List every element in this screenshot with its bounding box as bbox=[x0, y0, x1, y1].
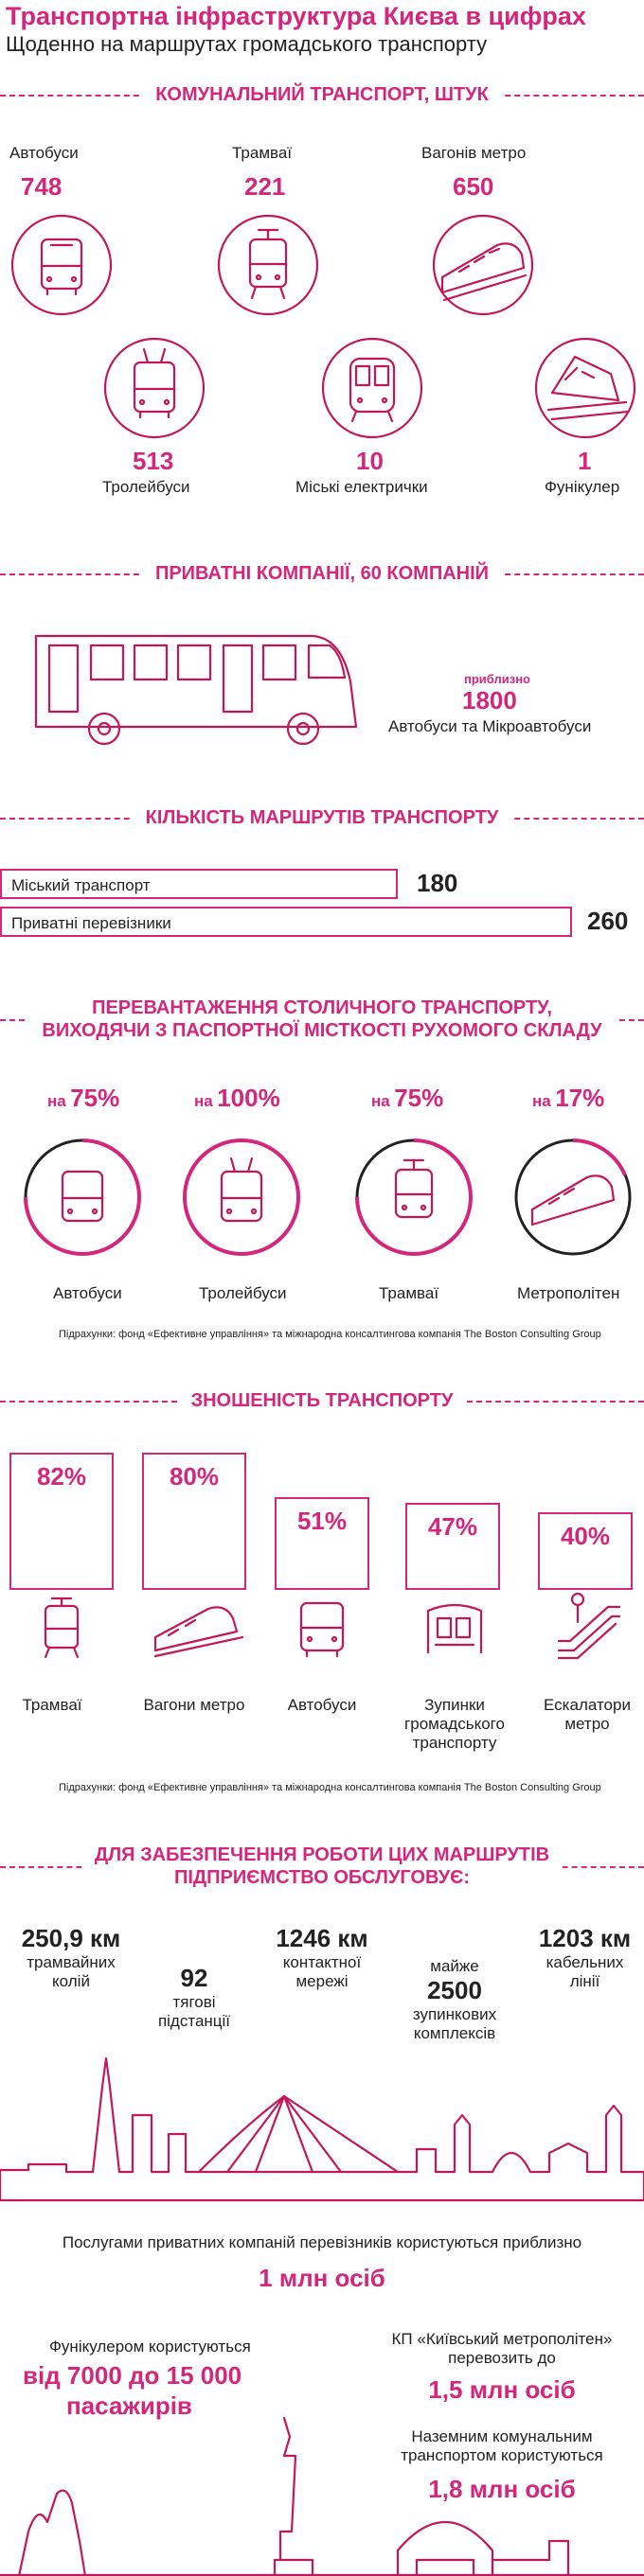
wear-source: Підрахунки: фонд «Ефективне управління» … bbox=[59, 1782, 601, 1793]
stat-contact-network: 1246 км контактної мережі bbox=[276, 1924, 368, 1990]
routes-city-value: 180 bbox=[417, 869, 458, 897]
metro-train-icon bbox=[432, 214, 534, 316]
kyiv-skyline-illustration bbox=[0, 2056, 644, 2202]
wear-col-tram: 82% bbox=[9, 1453, 114, 1590]
overload-bus-pct: на 75% bbox=[47, 1084, 120, 1112]
stat-substations: 92 тягові підстанції bbox=[157, 1964, 231, 2030]
overload-trolleybus-icon bbox=[183, 1138, 300, 1256]
wear-stop-icon bbox=[426, 1603, 483, 1654]
wear-col-bus: 51% bbox=[275, 1497, 369, 1590]
wear-stops-label: Зупинки громадського транспорту bbox=[404, 1696, 505, 1752]
wear-escalator-icon bbox=[557, 1592, 621, 1660]
wear-tram-label: Трамваї bbox=[22, 1696, 82, 1714]
routes-bar-private: Приватні перевізники bbox=[0, 907, 572, 937]
wear-metro-icon bbox=[153, 1606, 244, 1658]
minibus-icon bbox=[34, 634, 358, 746]
tram-value: 221 bbox=[244, 172, 286, 201]
overload-trolleybus-pct: на 100% bbox=[194, 1084, 280, 1112]
metro-users-text: КП «Київський метрополітен» перевозить до bbox=[391, 2330, 613, 2367]
trolleybus-value: 513 bbox=[133, 447, 174, 475]
funicular-icon bbox=[534, 337, 636, 439]
private-buses-label: Автобуси та Мікроавтобуси bbox=[388, 717, 592, 735]
wear-metro-label: Вагони метро bbox=[143, 1696, 245, 1714]
trolleybus-icon bbox=[103, 337, 206, 439]
overload-tram-pct: на 75% bbox=[371, 1084, 444, 1112]
section-wear-heading: ЗНОШЕНІСТЬ ТРАНСПОРТУ bbox=[0, 1389, 644, 1412]
section-private-heading: ПРИВАТНІ КОМПАНІЇ, 60 КОМПАНІЙ bbox=[0, 562, 644, 585]
stat-stop-complexes: майже 2500 зупинкових комплексів bbox=[412, 1957, 497, 2042]
private-users-text: Послугами приватних компаній перевізникі… bbox=[62, 2233, 582, 2251]
funicular-label: Фунікулер bbox=[545, 478, 620, 496]
city-train-label: Міські електрички bbox=[295, 478, 428, 496]
stat-tram-tracks: 250,9 км трамвайних колій bbox=[21, 1924, 121, 1990]
wear-escalators-label: Ескалатори метро bbox=[544, 1696, 631, 1733]
metro-cars-value: 650 bbox=[453, 172, 494, 201]
overload-source: Підрахунки: фонд «Ефективне управління» … bbox=[59, 1329, 601, 1340]
bus-value: 748 bbox=[21, 172, 63, 201]
funicular-users-value: від 7000 до 15 000 bbox=[23, 2361, 242, 2390]
metro-users-value: 1,5 млн осіб bbox=[428, 2375, 576, 2404]
overload-bus-icon bbox=[24, 1138, 141, 1256]
funicular-value: 1 bbox=[578, 447, 592, 475]
wear-col-stops: 47% bbox=[405, 1503, 500, 1590]
tram-label: Трамваї bbox=[232, 144, 293, 162]
section-infra-heading: ДЛЯ ЗАБЕЗПЕЧЕННЯ РОБОТИ ЦИХ МАРШРУТІВ ПІД… bbox=[0, 1844, 644, 1889]
overload-metro-icon bbox=[514, 1138, 632, 1256]
stat-cable-lines: 1203 км кабельних лінії bbox=[538, 1924, 632, 1990]
overload-metro-label: Метрополітен bbox=[517, 1284, 620, 1302]
overload-bus-label: Автобуси bbox=[53, 1284, 122, 1302]
monuments-illustration bbox=[0, 2416, 644, 2576]
ground-users-value: 1,8 млн осіб bbox=[428, 2475, 576, 2503]
page-subtitle: Щоденно на маршрутах громадського трансп… bbox=[6, 32, 488, 56]
private-users-value: 1 млн осіб bbox=[259, 2264, 385, 2292]
section-routes-heading: КІЛЬКІСТЬ МАРШРУТІВ ТРАНСПОРТУ bbox=[0, 806, 644, 829]
wear-bus-label: Автобуси bbox=[287, 1696, 357, 1714]
private-buses-value: 1800 bbox=[462, 686, 517, 715]
approx-label: приблизно bbox=[464, 672, 530, 686]
routes-bar-city: Міський транспорт bbox=[0, 869, 398, 899]
routes-private-value: 260 bbox=[587, 907, 629, 935]
city-train-value: 10 bbox=[356, 447, 384, 475]
funicular-users-value-2: пасажирів bbox=[66, 2391, 192, 2420]
ground-users-text: Наземним комунальним транспортом користую… bbox=[401, 2427, 603, 2464]
section-overload-heading: ПЕРЕВАНТАЖЕННЯ СТОЛИЧНОГО ТРАНСПОРТУ, ВИХ… bbox=[0, 997, 644, 1042]
wear-col-metro: 80% bbox=[142, 1453, 246, 1590]
overload-metro-pct: на 17% bbox=[532, 1084, 605, 1112]
wear-col-escalators: 40% bbox=[538, 1512, 633, 1590]
bus-label: Автобуси bbox=[9, 144, 79, 162]
city-train-icon bbox=[321, 337, 423, 439]
overload-trolleybus-label: Тролейбуси bbox=[199, 1284, 287, 1302]
metro-cars-label: Вагонів метро bbox=[421, 144, 527, 162]
section-municipal-heading: КОМУНАЛЬНИЙ ТРАНСПОРТ, ШТУК bbox=[0, 83, 644, 106]
page-title: Транспортна інфраструктура Києва в цифра… bbox=[6, 2, 586, 30]
tram-icon bbox=[217, 214, 319, 316]
wear-tram-icon bbox=[44, 1597, 80, 1659]
funicular-users-text: Фунікулером користуються bbox=[49, 2338, 251, 2355]
wear-bus-icon bbox=[299, 1601, 345, 1658]
trolleybus-label: Тролейбуси bbox=[102, 478, 190, 496]
overload-tram-label: Трамваї bbox=[379, 1284, 439, 1302]
bus-icon bbox=[10, 214, 113, 316]
overload-tram-icon bbox=[355, 1138, 473, 1256]
